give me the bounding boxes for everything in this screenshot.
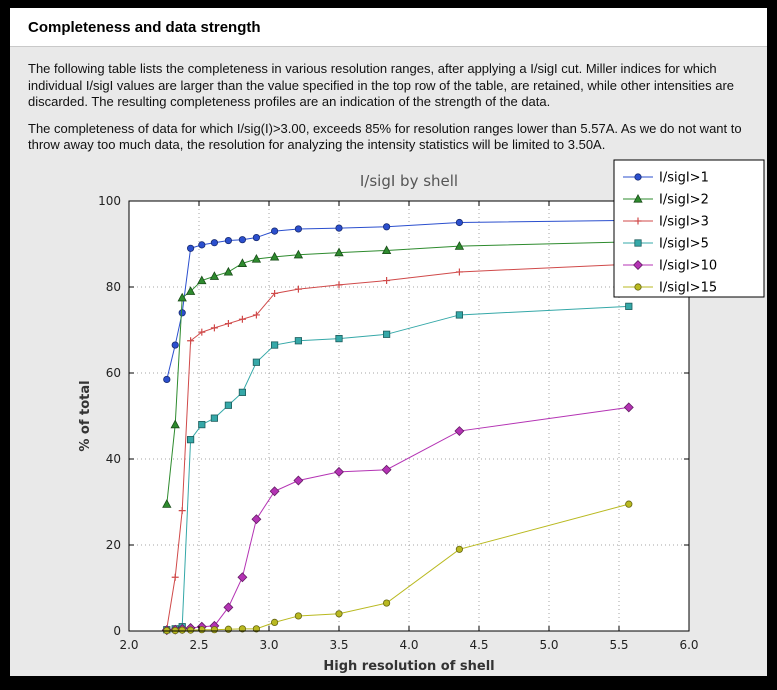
chart-container: 2.0 2.5 3.0 3.5 4.0 4.5 5.0 5.5 6.0 0 20 40 60 80 100 I… — [39, 156, 765, 677]
svg-text:4.0: 4.0 — [399, 638, 418, 652]
svg-text:I/sigI>3: I/sigI>3 — [659, 214, 709, 229]
page-title: Completeness and data strength — [28, 19, 261, 36]
svg-text:100: 100 — [98, 194, 121, 208]
conclusion-paragraph: The completeness of data for which I/sig… — [28, 120, 742, 153]
completeness-chart: 2.0 2.5 3.0 3.5 4.0 4.5 5.0 5.5 6.0 0 20 40 60 80 100 I… — [78, 159, 765, 674]
report-page: Completeness and data strength The follo… — [10, 8, 767, 676]
svg-text:I/sigI>10: I/sigI>10 — [659, 258, 717, 273]
svg-text:5.0: 5.0 — [539, 638, 558, 652]
svg-text:20: 20 — [106, 538, 121, 552]
svg-text:2.0: 2.0 — [119, 638, 138, 652]
svg-text:60: 60 — [106, 366, 121, 380]
svg-text:6.0: 6.0 — [679, 638, 698, 652]
svg-text:I/sigI>1: I/sigI>1 — [659, 170, 709, 185]
svg-text:40: 40 — [106, 452, 121, 466]
series-i-sigi-2 — [162, 236, 634, 508]
intro-paragraph: The following table lists the completene… — [28, 61, 735, 109]
report-content: The following table lists the completene… — [10, 47, 767, 676]
tick-labels: 2.0 2.5 3.0 3.5 4.0 4.5 5.0 5.5 6.0 0 20 40 60 80 100 — [98, 194, 698, 652]
svg-text:I/sigI>15: I/sigI>15 — [659, 280, 717, 295]
chart-title: I/sigI by shell — [360, 172, 458, 190]
svg-text:0: 0 — [113, 624, 121, 638]
svg-text:I/sigI>2: I/sigI>2 — [659, 192, 709, 207]
y-axis-label: % of total — [78, 380, 93, 451]
series-i-sigi-5 — [163, 302, 633, 633]
gridlines — [129, 200, 689, 631]
svg-text:3.0: 3.0 — [259, 638, 278, 652]
title-bar: Completeness and data strength — [10, 8, 767, 47]
plot-area — [129, 200, 689, 631]
series-i-sigi-1 — [163, 216, 633, 383]
svg-text:4.5: 4.5 — [469, 638, 488, 652]
tick-marks — [128, 200, 690, 631]
x-axis-label: High resolution of shell — [323, 659, 494, 674]
svg-text:I/sigI>5: I/sigI>5 — [659, 236, 709, 251]
svg-text:80: 80 — [106, 280, 121, 294]
svg-text:5.5: 5.5 — [609, 638, 628, 652]
svg-text:3.5: 3.5 — [329, 638, 348, 652]
svg-text:2.5: 2.5 — [189, 638, 208, 652]
legend: I/sigI>1 I/sigI>2 I/sigI>3 I/sigI>5 I/sigI>1… — [613, 159, 765, 297]
